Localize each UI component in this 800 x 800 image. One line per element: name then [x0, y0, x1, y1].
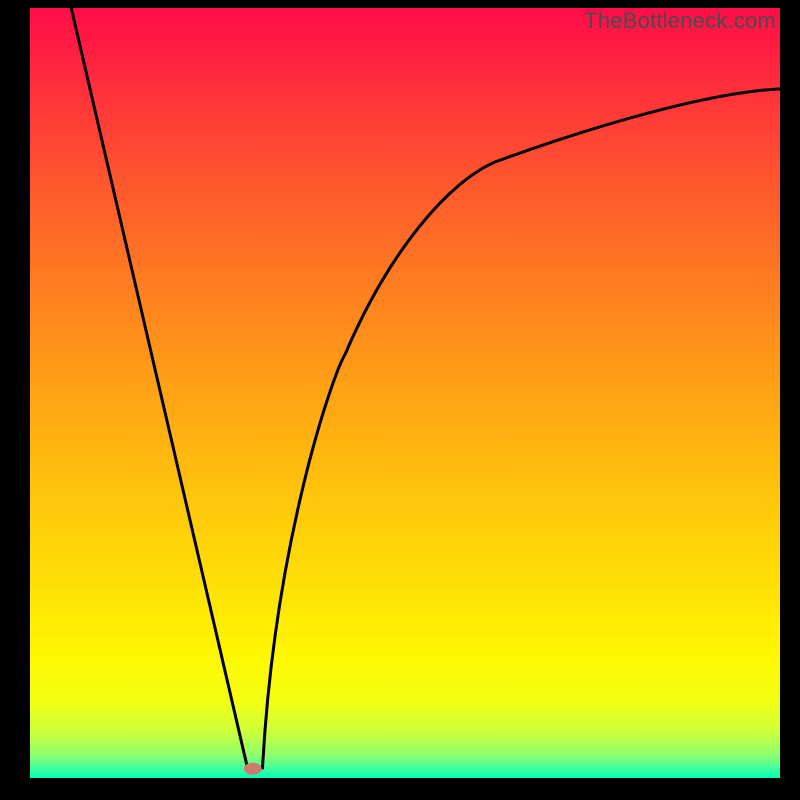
chart-frame: TheBottleneck.com	[0, 0, 800, 800]
watermark-text: TheBottleneck.com	[584, 8, 776, 34]
bottleneck-curve	[30, 8, 780, 778]
minimum-marker	[244, 763, 262, 775]
plot-area	[30, 8, 780, 778]
